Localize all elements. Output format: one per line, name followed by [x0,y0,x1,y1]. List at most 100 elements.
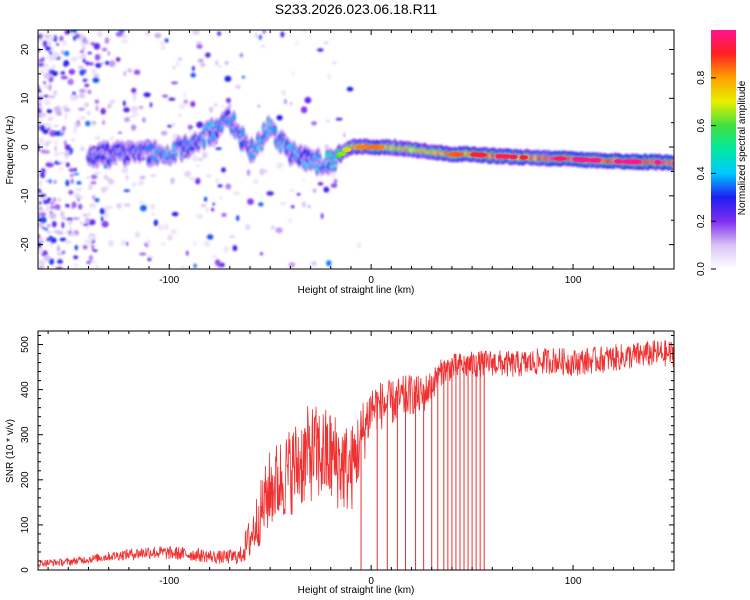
heatmap-cell [105,60,110,66]
heatmap-cell [53,38,58,42]
heatmap-cell [59,166,64,171]
heatmap-cell [72,217,80,220]
heatmap-cell [151,213,156,216]
heatmap-cell [195,164,200,168]
heatmap-cell [65,203,70,208]
heatmap-cell [69,78,73,85]
heatmap-cell [236,215,240,222]
heatmap-cell [123,203,131,207]
heatmap-cell [104,37,110,44]
colorbar-label: Normalized spectral amplitude [737,80,748,215]
heatmap-cell [43,72,51,79]
heatmap-cell [231,114,237,121]
heatmap-cell [448,152,456,157]
heatmap-cell [343,147,352,152]
heatmap-cell [139,200,144,204]
heatmap-cell [284,98,287,105]
heatmap-cell [45,179,50,183]
heatmap-cell [40,168,46,173]
heatmap-cell [80,53,86,59]
heatmap-cell [289,102,293,106]
heatmap-cell [276,115,283,121]
heatmap-cell [94,136,101,140]
heatmap-cell [123,189,130,192]
heatmap-cell [226,97,231,104]
heatmap-cell [288,189,296,192]
heatmap-cell [52,51,60,58]
heatmap-cell [161,242,166,246]
heatmap-cell [142,117,146,123]
heatmap-cell [73,172,79,176]
heatmap-cell [43,81,46,85]
heatmap-cell [38,119,43,125]
heatmap-cell [93,42,101,50]
heatmap-cell [95,105,99,112]
colorbar: 0.0 0.2 0.4 0.6 0.8 Normalized spectral ampl… [696,30,748,276]
x-tick-label: -100 [159,275,179,286]
heatmap-cell [102,119,105,126]
heatmap-cell [41,226,45,230]
heatmap-cell [90,120,97,126]
heatmap-cell [115,31,123,37]
heatmap-cell [52,197,57,203]
heatmap-cell [223,246,230,253]
heatmap-cell [63,61,68,67]
heatmap-cell [71,201,77,209]
heatmap-cell [588,158,602,163]
heatmap-cell [247,198,254,205]
heatmap-cell [159,41,165,46]
heatmap-cell [306,150,311,157]
heatmap-cell [75,33,80,39]
heatmap-cell [202,151,208,159]
heatmap-cell [61,250,66,254]
heatmap-cell [330,183,338,188]
x-tick-label: -100 [159,576,179,587]
heatmap-cell [105,144,110,151]
heatmap-cell [172,65,176,69]
heatmap-cell [44,33,51,39]
heatmap-cell [225,183,232,190]
heatmap-cell [88,202,97,209]
heatmap-cell [177,57,183,61]
heatmap-cell [323,186,330,193]
heatmap-cell [73,255,79,260]
heatmap-cell [170,177,175,185]
heatmap-cell [120,239,126,246]
heatmap-cell [61,221,65,229]
heatmap-cell [53,105,62,113]
heatmap-cell [50,46,54,53]
heatmap-cell [219,196,223,200]
heatmap-cell [79,116,86,120]
heatmap-cell [167,124,173,128]
heatmap-cell [259,168,265,176]
heatmap-cell [260,44,266,49]
heatmap-cell [109,135,115,141]
heatmap-cell [94,54,101,61]
heatmap-cell [171,211,179,217]
heatmap-cell [46,40,52,47]
heatmap-cell [44,227,48,231]
heatmap-cell [197,157,203,162]
heatmap-cell [654,160,662,165]
heatmap-cell [317,48,324,52]
heatmap-cell [53,179,57,184]
heatmap-cell [46,231,52,234]
heatmap-cell [116,203,122,209]
heatmap-cell [193,263,197,268]
heatmap-cell [671,160,674,167]
heatmap-cell [88,62,94,66]
x-tick-label: 0 [368,275,374,286]
heatmap-cell [100,62,104,65]
heatmap-cell [327,73,331,80]
heatmap-cell [78,107,85,111]
heatmap-cell [326,119,330,123]
heatmap-cell [56,230,64,235]
heatmap-cell [46,109,53,114]
heatmap-cell [270,225,276,230]
heatmap-cell [38,222,44,228]
heatmap-cell [139,252,147,256]
heatmap-cell [312,188,317,193]
heatmap-cell [107,51,111,56]
heatmap-cell [55,110,63,116]
heatmap-cell [90,68,97,75]
